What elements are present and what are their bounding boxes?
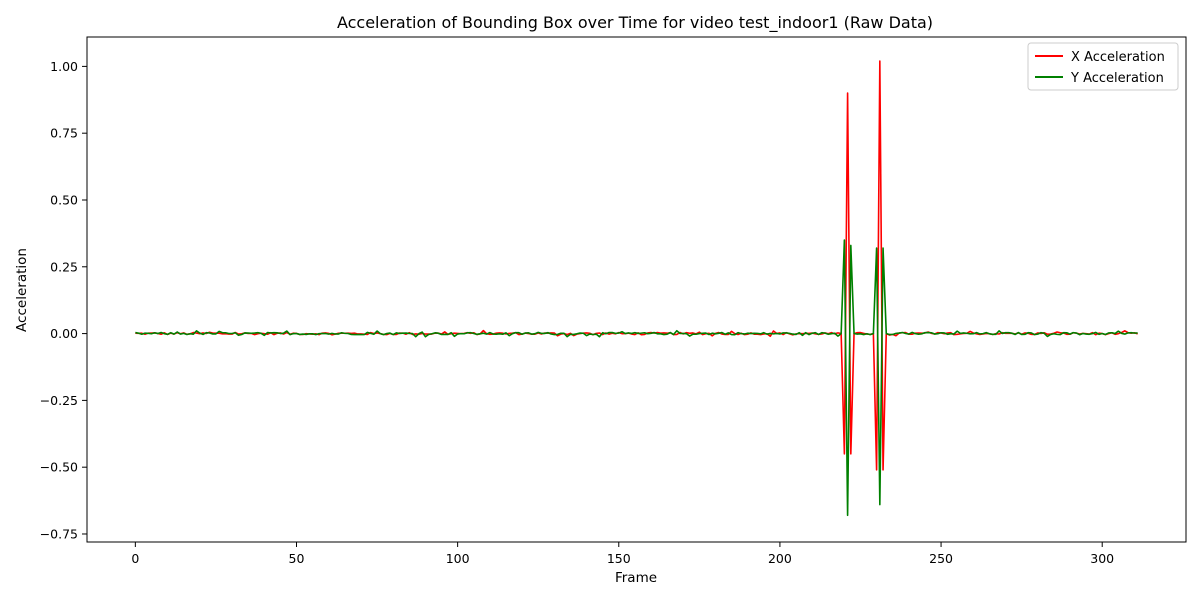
legend: X Acceleration Y Acceleration — [1027, 42, 1179, 91]
x-tick-label: 50 — [289, 551, 305, 566]
y-tick-label: 0.25 — [50, 259, 78, 274]
chart-title: Acceleration of Bounding Box over Time f… — [337, 13, 933, 33]
series-layer — [135, 60, 1138, 517]
y-axis-label: Acceleration — [14, 248, 30, 332]
x-tick-label: 300 — [1090, 551, 1114, 566]
x-axis-label: Frame — [615, 570, 657, 586]
x-tick-label: 150 — [607, 551, 631, 566]
y-tick-label: −0.50 — [40, 460, 78, 475]
x-tick-label: 0 — [131, 551, 139, 566]
plot-frame — [86, 36, 1187, 543]
y-tick-label: −0.25 — [40, 393, 78, 408]
y-tick-label: 0.75 — [50, 126, 78, 141]
y-tick-label: 0.50 — [50, 192, 78, 207]
y-tick-label: −0.75 — [40, 526, 78, 541]
x-tick-label: 200 — [768, 551, 792, 566]
x-acceleration-line — [135, 60, 1138, 471]
x-axis-ticks: 0 50 100 150 200 250 300 — [131, 542, 1114, 566]
legend-label-y-acceleration: Y Acceleration — [1070, 71, 1164, 86]
y-axis-ticks: −0.75 −0.50 −0.25 0.00 0.25 0.50 0.75 1.00 — [40, 59, 87, 541]
y-tick-label: 0.00 — [50, 326, 78, 341]
x-tick-label: 100 — [446, 551, 470, 566]
y-tick-label: 1.00 — [50, 59, 78, 74]
legend-box — [1027, 42, 1179, 91]
x-tick-label: 250 — [929, 551, 953, 566]
y-acceleration-line — [135, 239, 1138, 517]
legend-label-x-acceleration: X Acceleration — [1071, 50, 1165, 65]
